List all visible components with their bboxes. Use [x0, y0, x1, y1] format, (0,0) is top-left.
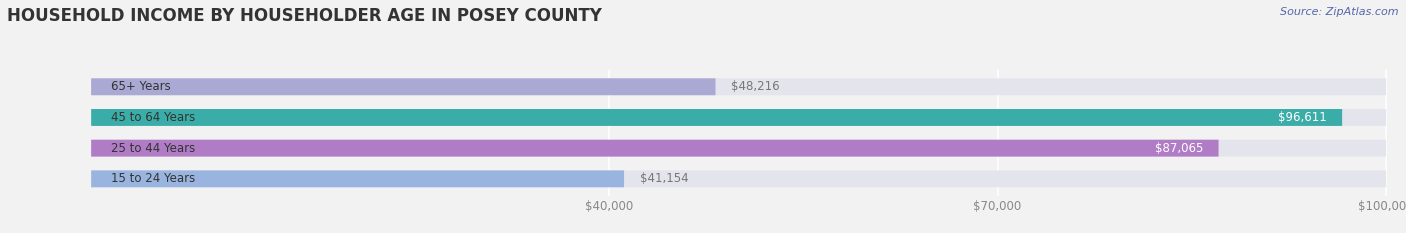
- FancyBboxPatch shape: [91, 140, 1219, 157]
- FancyBboxPatch shape: [91, 109, 1386, 126]
- FancyBboxPatch shape: [91, 109, 1343, 126]
- FancyBboxPatch shape: [91, 78, 716, 95]
- Text: $48,216: $48,216: [731, 80, 780, 93]
- Text: 15 to 24 Years: 15 to 24 Years: [111, 172, 195, 185]
- FancyBboxPatch shape: [91, 170, 1386, 187]
- Text: 65+ Years: 65+ Years: [111, 80, 170, 93]
- Text: $41,154: $41,154: [640, 172, 688, 185]
- Text: 25 to 44 Years: 25 to 44 Years: [111, 142, 195, 155]
- FancyBboxPatch shape: [91, 140, 1386, 157]
- FancyBboxPatch shape: [91, 78, 1386, 95]
- FancyBboxPatch shape: [91, 170, 624, 187]
- Text: Source: ZipAtlas.com: Source: ZipAtlas.com: [1281, 7, 1399, 17]
- Text: $87,065: $87,065: [1154, 142, 1204, 155]
- Text: HOUSEHOLD INCOME BY HOUSEHOLDER AGE IN POSEY COUNTY: HOUSEHOLD INCOME BY HOUSEHOLDER AGE IN P…: [7, 7, 602, 25]
- Text: 45 to 64 Years: 45 to 64 Years: [111, 111, 195, 124]
- Text: $96,611: $96,611: [1278, 111, 1327, 124]
